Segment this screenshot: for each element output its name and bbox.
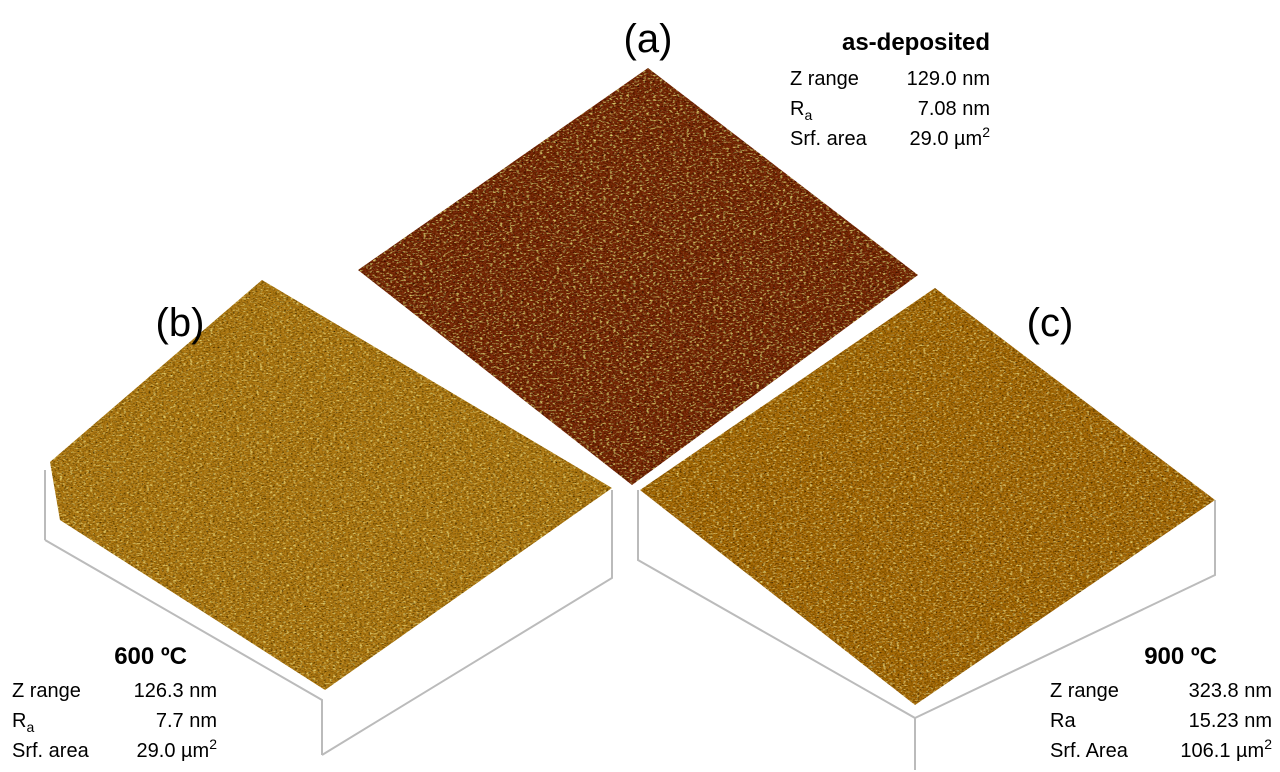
row-value: 7.7 nm xyxy=(156,710,217,732)
row-name-text: Srf. area xyxy=(12,740,90,762)
row-value-text: 126.3 nm xyxy=(134,680,217,702)
row-name-text: Z range xyxy=(1050,680,1119,702)
row-value-text: 15.23 nm xyxy=(1189,710,1272,732)
row-value: 129.0 nm xyxy=(907,68,990,90)
row-name-text: R xyxy=(12,710,26,732)
row-name: Ra xyxy=(790,98,812,123)
row-value: 7.08 nm xyxy=(918,98,990,120)
row-value: 126.3 nm xyxy=(134,680,217,702)
row-name-text: Srf. area xyxy=(790,128,868,150)
row-name: Ra xyxy=(1050,710,1076,732)
row-value-text: 106.1 µm xyxy=(1180,740,1264,762)
row-value: 106.1 µm2 xyxy=(1180,736,1272,762)
row-value: 29.0 µm2 xyxy=(137,736,218,762)
row-name: Srf. area xyxy=(12,740,90,762)
row-name: Srf. Area xyxy=(1050,740,1129,762)
row-value-sup: 2 xyxy=(982,124,990,140)
panel-title: as-deposited xyxy=(842,29,990,56)
row-value-sup: 2 xyxy=(209,736,217,752)
row-name: Z range xyxy=(790,68,859,90)
row-name: Srf. area xyxy=(790,128,868,150)
row-value: 323.8 nm xyxy=(1189,680,1272,702)
row-name: Z range xyxy=(1050,680,1119,702)
row-value-text: 7.08 nm xyxy=(918,98,990,120)
row-name: Ra xyxy=(12,710,34,735)
row-name-text: Ra xyxy=(1050,710,1076,732)
row-value-sup: 2 xyxy=(1264,736,1272,752)
panel-title: 600 ºC xyxy=(114,643,187,670)
row-value: 29.0 µm2 xyxy=(910,124,991,150)
row-value-text: 129.0 nm xyxy=(907,68,990,90)
panel-label: (c) xyxy=(1027,301,1074,345)
row-value-text: 29.0 µm xyxy=(137,740,210,762)
row-value-text: 7.7 nm xyxy=(156,710,217,732)
row-name-text: Z range xyxy=(12,680,81,702)
panel-label: (b) xyxy=(156,301,205,345)
row-name: Z range xyxy=(12,680,81,702)
row-name-text: Z range xyxy=(790,68,859,90)
panel-label: (a) xyxy=(624,17,673,61)
row-value: 15.23 nm xyxy=(1189,710,1272,732)
row-name-text: Srf. Area xyxy=(1050,740,1129,762)
row-name-text: R xyxy=(790,98,804,120)
row-value-text: 323.8 nm xyxy=(1189,680,1272,702)
row-name-sub: a xyxy=(804,107,812,123)
afm-figure: (a) as-deposited Z range 129.0 nm Ra 7.08 nm S… xyxy=(0,0,1280,772)
row-name-sub: a xyxy=(26,719,34,735)
row-value-text: 29.0 µm xyxy=(910,128,983,150)
panel-title: 900 ºC xyxy=(1144,643,1217,670)
